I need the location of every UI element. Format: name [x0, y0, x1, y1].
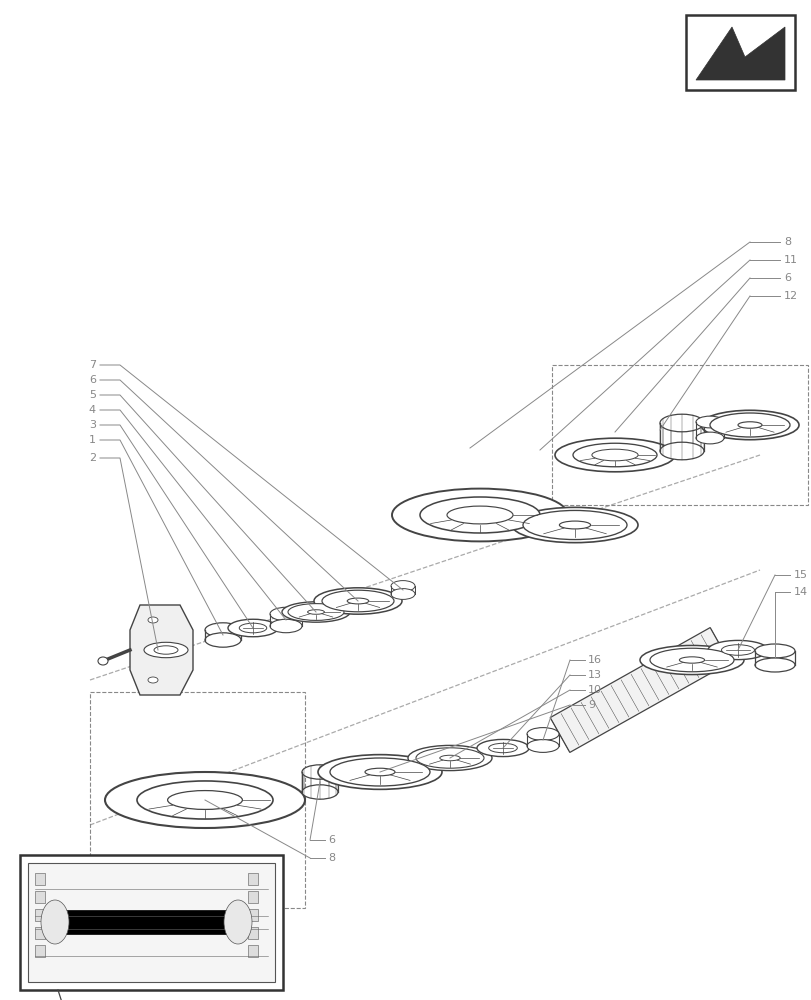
Ellipse shape [302, 785, 337, 799]
Ellipse shape [512, 507, 637, 543]
Ellipse shape [754, 658, 794, 672]
Ellipse shape [148, 677, 158, 683]
Ellipse shape [167, 791, 242, 809]
Bar [247, 909, 258, 921]
Text: 15: 15 [793, 570, 807, 580]
Bar [247, 927, 258, 939]
Text: 1: 1 [89, 435, 96, 445]
Text: 4: 4 [88, 405, 96, 415]
Ellipse shape [554, 438, 674, 472]
Bar [247, 873, 258, 885]
Bar [685, 15, 794, 90]
Ellipse shape [488, 743, 517, 753]
Ellipse shape [754, 644, 794, 658]
Ellipse shape [41, 900, 69, 944]
Ellipse shape [307, 610, 324, 614]
Ellipse shape [737, 422, 761, 428]
Text: 11: 11 [783, 255, 797, 265]
Ellipse shape [224, 900, 251, 944]
Ellipse shape [476, 739, 528, 757]
Ellipse shape [302, 765, 337, 779]
Ellipse shape [105, 772, 305, 828]
Ellipse shape [407, 745, 491, 771]
Bar [247, 891, 258, 903]
Ellipse shape [270, 607, 302, 621]
Ellipse shape [391, 589, 414, 599]
Bar [35, 873, 45, 885]
Ellipse shape [228, 619, 277, 637]
Ellipse shape [440, 755, 460, 761]
Text: 6: 6 [89, 375, 96, 385]
Bar [20, 855, 283, 990]
Ellipse shape [391, 581, 414, 591]
Ellipse shape [695, 416, 723, 428]
Bar [247, 945, 258, 957]
Text: 6: 6 [328, 835, 335, 845]
Ellipse shape [318, 755, 441, 789]
Ellipse shape [281, 602, 350, 622]
Text: 14: 14 [793, 587, 807, 597]
Ellipse shape [154, 646, 178, 654]
Ellipse shape [573, 443, 656, 467]
Ellipse shape [639, 645, 743, 675]
Bar [65, 910, 233, 934]
Ellipse shape [204, 623, 241, 637]
Polygon shape [550, 628, 729, 752]
Text: 8: 8 [328, 853, 335, 863]
Ellipse shape [679, 657, 704, 663]
Bar [35, 945, 45, 957]
Ellipse shape [659, 414, 703, 432]
Ellipse shape [709, 413, 789, 437]
Text: 6: 6 [783, 273, 790, 283]
Text: 10: 10 [587, 685, 601, 695]
Polygon shape [130, 605, 193, 695]
Ellipse shape [415, 748, 483, 768]
Ellipse shape [591, 449, 637, 461]
Bar [35, 927, 45, 939]
Text: 9: 9 [587, 700, 594, 710]
Text: 12: 12 [783, 291, 797, 301]
Ellipse shape [148, 617, 158, 623]
Text: 16: 16 [587, 655, 601, 665]
Ellipse shape [239, 623, 267, 633]
Ellipse shape [522, 510, 626, 540]
Ellipse shape [329, 758, 430, 786]
Text: 13: 13 [587, 670, 601, 680]
Ellipse shape [98, 657, 108, 665]
Ellipse shape [707, 640, 767, 660]
Bar [28, 863, 275, 982]
Ellipse shape [204, 633, 241, 647]
Polygon shape [695, 27, 784, 80]
Ellipse shape [695, 432, 723, 444]
Text: 3: 3 [89, 420, 96, 430]
Ellipse shape [314, 588, 401, 614]
Ellipse shape [392, 489, 568, 541]
Ellipse shape [137, 781, 272, 819]
Bar [35, 909, 45, 921]
Ellipse shape [446, 506, 513, 524]
Ellipse shape [559, 521, 590, 529]
Ellipse shape [365, 768, 394, 776]
Text: 5: 5 [89, 390, 96, 400]
Ellipse shape [347, 598, 368, 604]
Bar [35, 891, 45, 903]
Ellipse shape [659, 442, 703, 460]
Ellipse shape [721, 645, 753, 655]
Ellipse shape [322, 590, 393, 612]
Ellipse shape [649, 648, 733, 672]
Text: 2: 2 [88, 453, 96, 463]
Ellipse shape [288, 604, 344, 620]
Ellipse shape [144, 642, 188, 658]
Ellipse shape [700, 410, 798, 440]
Ellipse shape [270, 619, 302, 633]
Text: 8: 8 [783, 237, 790, 247]
Ellipse shape [419, 497, 539, 533]
Ellipse shape [526, 740, 558, 752]
Text: 7: 7 [88, 360, 96, 370]
Ellipse shape [526, 728, 558, 740]
